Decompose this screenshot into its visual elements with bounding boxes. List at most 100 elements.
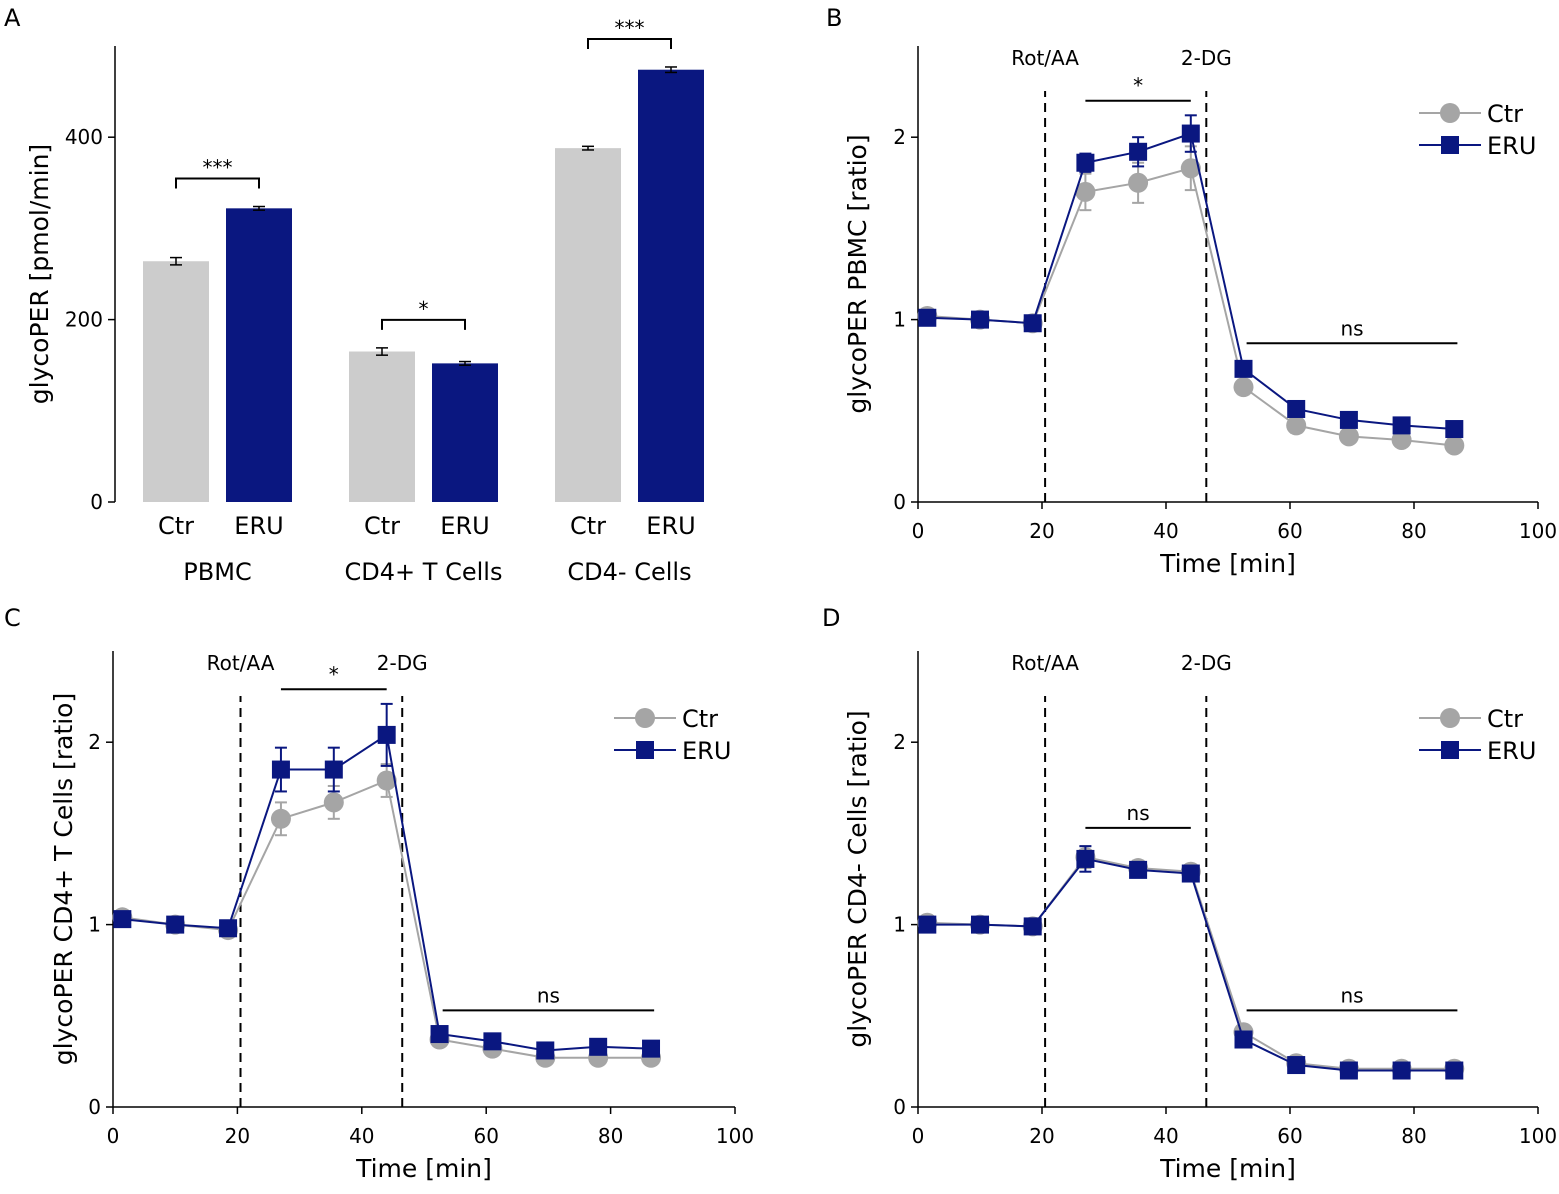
- data-point: [1234, 359, 1253, 378]
- bar-cd4-t-cells-ctr: [349, 351, 415, 502]
- data-point: [589, 1037, 608, 1056]
- legend: Ctr ERU: [1419, 705, 1536, 765]
- injection-label: 2-DG: [377, 651, 428, 675]
- y-tick-label: 400: [65, 125, 103, 149]
- series-line: [927, 857, 1455, 1072]
- bar-pbmc-ctr: [143, 261, 209, 502]
- x-tick-label: 20: [1029, 519, 1054, 543]
- significance-label: ***: [203, 156, 233, 180]
- x-tick-label: 0: [912, 519, 925, 543]
- data-point: [324, 760, 343, 779]
- data-point: [1287, 1056, 1306, 1075]
- y-tick-label: 200: [65, 308, 103, 332]
- y-tick-label: 2: [893, 125, 906, 149]
- data-point: [918, 308, 937, 327]
- significance-label: ns: [537, 983, 560, 1007]
- data-point: [918, 915, 937, 934]
- legend-label: ERU: [1487, 132, 1536, 160]
- significance-label: *: [329, 662, 339, 686]
- data-point: [483, 1032, 502, 1051]
- y-axis-label: glycoPER PBMC [ratio]: [843, 134, 872, 413]
- legend-marker: [1441, 136, 1459, 154]
- data-point: [377, 725, 396, 744]
- injection-label: Rot/AA: [207, 651, 275, 675]
- significance-label: ns: [1340, 316, 1363, 340]
- data-point: [113, 910, 132, 929]
- injection-label: Rot/AA: [1011, 651, 1079, 675]
- series-line: [927, 856, 1455, 1070]
- y-tick-label: 0: [893, 1095, 906, 1119]
- series-eru: [113, 702, 661, 1060]
- data-point: [1181, 864, 1200, 883]
- data-point: [1129, 142, 1148, 161]
- data-point: [1128, 172, 1149, 193]
- series-ctr: [112, 763, 662, 1068]
- y-tick-label: 1: [88, 913, 101, 937]
- bar-cd4-cells-eru: [638, 69, 704, 502]
- significance-bracket: [175, 177, 260, 189]
- data-point: [1444, 435, 1465, 456]
- legend-marker: [1440, 708, 1460, 728]
- group-label: CD4+ T Cells: [345, 558, 503, 586]
- category-label: Ctr: [158, 512, 194, 540]
- series-line: [927, 166, 1455, 447]
- y-tick-label: 2: [893, 730, 906, 754]
- data-point: [1076, 153, 1095, 172]
- group-label: CD4- Cells: [567, 558, 691, 586]
- legend-label: Ctr: [682, 705, 718, 733]
- panel-label: B: [826, 4, 842, 32]
- x-tick-label: 20: [225, 1124, 250, 1148]
- data-point: [1023, 917, 1042, 936]
- y-axis-label: glycoPER [pmol/min]: [25, 144, 54, 404]
- category-label: ERU: [440, 512, 489, 540]
- bar-cd4-t-cells-eru: [432, 363, 498, 502]
- data-point: [1338, 426, 1359, 447]
- x-tick-label: 100: [716, 1124, 754, 1148]
- injection-label: 2-DG: [1181, 46, 1232, 70]
- data-point: [1076, 849, 1095, 868]
- data-point: [271, 760, 290, 779]
- data-point: [376, 770, 397, 791]
- data-point: [270, 808, 291, 829]
- category-label: Ctr: [364, 512, 400, 540]
- significance-label: ns: [1127, 801, 1150, 825]
- series-eru: [918, 114, 1464, 439]
- data-point: [1286, 415, 1307, 436]
- y-axis-label: glycoPER CD4- Cells [ratio]: [843, 710, 872, 1047]
- data-point: [1234, 1030, 1253, 1049]
- significance-label: ***: [615, 16, 645, 40]
- legend: Ctr ERU: [614, 705, 731, 765]
- legend-label: ERU: [1487, 737, 1536, 765]
- injection-label: Rot/AA: [1011, 46, 1079, 70]
- data-point: [1445, 1061, 1464, 1080]
- y-axis-label: glycoPER CD4+ T Cells [ratio]: [49, 693, 78, 1065]
- legend-marker: [635, 708, 655, 728]
- x-tick-label: 0: [912, 1124, 925, 1148]
- y-tick-label: 0: [90, 490, 103, 514]
- x-tick-label: 100: [1519, 1124, 1557, 1148]
- x-tick-label: 40: [1153, 1124, 1178, 1148]
- significance-bracket: [381, 318, 466, 330]
- bar-pbmc-eru: [226, 208, 292, 502]
- legend-marker: [1440, 103, 1460, 123]
- x-tick-label: 80: [598, 1124, 623, 1148]
- panel-label: D: [822, 604, 840, 632]
- legend-marker: [1441, 741, 1459, 759]
- y-tick-label: 1: [893, 308, 906, 332]
- y-tick-label: 1: [893, 913, 906, 937]
- data-point: [1075, 181, 1096, 202]
- data-point: [1391, 429, 1412, 450]
- x-tick-label: 60: [473, 1124, 498, 1148]
- x-tick-label: 0: [107, 1124, 120, 1148]
- data-point: [1180, 158, 1201, 179]
- significance-label: ns: [1340, 983, 1363, 1007]
- data-point: [1339, 1061, 1358, 1080]
- category-label: ERU: [234, 512, 283, 540]
- data-point: [219, 919, 238, 938]
- x-tick-label: 40: [349, 1124, 374, 1148]
